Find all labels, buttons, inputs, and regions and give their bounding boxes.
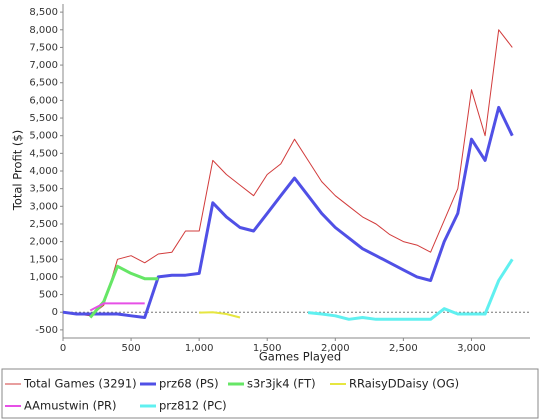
legend-label: AAmustwin (PR): [24, 399, 117, 413]
x-tick-label: 1,500: [253, 343, 282, 354]
y-tick-label: 1,000: [29, 272, 58, 283]
x-tick-label: 3,000: [457, 343, 486, 354]
y-tick-label: 0: [52, 307, 58, 318]
y-tick-label: 4,000: [29, 166, 58, 177]
legend-label: Total Games (3291): [23, 377, 137, 391]
x-axis-label: Games Played: [259, 350, 341, 364]
legend-box: [1, 368, 539, 419]
y-tick-label: 6,500: [29, 78, 58, 89]
legend-label: prz812 (PC): [159, 399, 227, 413]
y-axis-label: Total Profit ($): [11, 130, 25, 211]
y-tick-label: 5,500: [29, 113, 58, 124]
series-line: [62, 29, 513, 317]
y-tick-label: 1,500: [29, 254, 58, 265]
legend-label: prz68 (PS): [159, 377, 219, 391]
y-tick-label: 2,000: [29, 237, 58, 248]
y-tick-label: 7,500: [29, 42, 58, 53]
y-tick-label: -500: [35, 325, 58, 336]
legend-label: RRaisyDDaisy (OG): [349, 377, 459, 391]
y-tick-label: 8,000: [29, 25, 58, 36]
series-line: [199, 311, 241, 319]
y-tick-label: 6,000: [29, 95, 58, 106]
x-tick-label: 2,500: [389, 343, 418, 354]
series-line: [307, 258, 514, 321]
x-tick-label: 1,000: [185, 343, 214, 354]
y-tick-label: 8,500: [29, 7, 58, 18]
series-line: [89, 302, 145, 312]
y-tick-label: 2,500: [29, 219, 58, 230]
x-tick-label: 500: [122, 343, 141, 354]
y-tick-label: 7,000: [29, 60, 58, 71]
y-tick-label: 3,500: [29, 184, 58, 195]
x-tick-label: 2,000: [321, 343, 350, 354]
x-tick-label: 0: [60, 343, 66, 354]
y-tick-label: 500: [39, 290, 58, 301]
series-line: [62, 105, 514, 319]
legend-label: s3r3jk4 (FT): [247, 377, 316, 391]
y-tick-label: 3,000: [29, 201, 58, 212]
y-tick-label: 5,000: [29, 131, 58, 142]
y-tick-label: 4,500: [29, 148, 58, 159]
